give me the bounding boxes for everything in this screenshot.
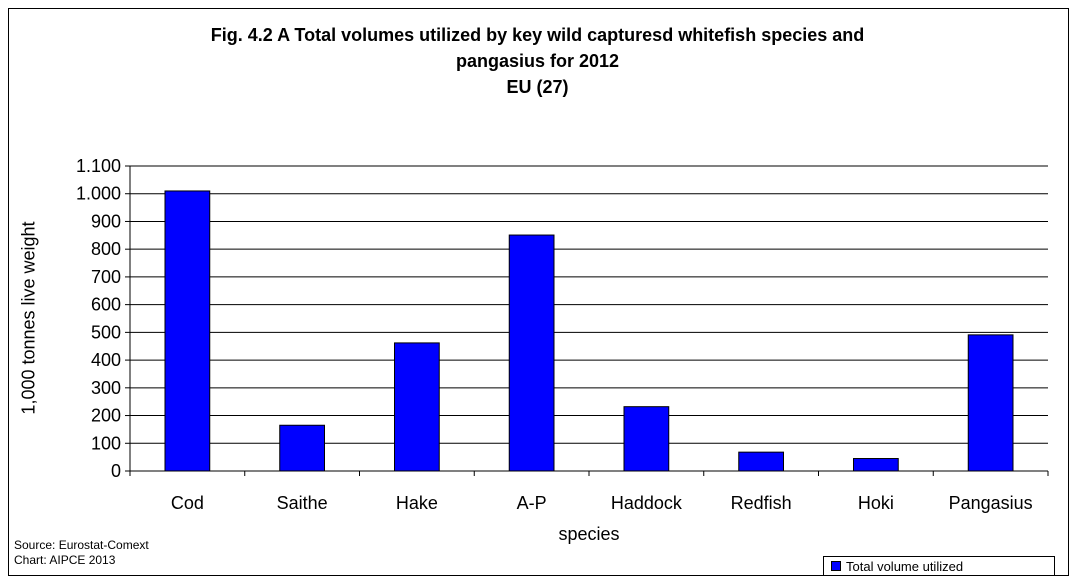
x-tick-label: A-P	[517, 493, 547, 513]
chart-title-line-3: EU (27)	[506, 77, 569, 97]
bar-a-p	[508, 234, 555, 472]
x-tick-label: Saithe	[277, 493, 328, 513]
bar-hoki	[852, 458, 899, 472]
bar-haddock	[623, 406, 670, 472]
y-tick-label: 100	[91, 433, 121, 453]
chart-title-line-1: Fig. 4.2 A Total volumes utilized by key…	[210, 25, 865, 45]
x-tick-label: Hoki	[858, 493, 894, 513]
y-tick-label: 900	[91, 211, 121, 231]
legend-label: Total volume utilized	[846, 558, 964, 574]
bar-redfish	[738, 451, 785, 472]
x-tick-label: Hake	[396, 493, 438, 513]
bar-cod	[164, 190, 211, 472]
x-tick-label: Cod	[171, 493, 204, 513]
y-tick-label: 200	[91, 406, 121, 426]
x-tick-label: Pangasius	[949, 493, 1033, 513]
chart-credit-note: Chart: AIPCE 2013	[14, 553, 116, 567]
x-tick-label: Haddock	[611, 493, 683, 513]
x-tick-label: Redfish	[731, 493, 792, 513]
y-tick-label: 0	[111, 461, 121, 481]
y-tick-label: 800	[91, 239, 121, 259]
y-tick-label: 300	[91, 378, 121, 398]
y-tick-label: 500	[91, 322, 121, 342]
y-tick-label: 700	[91, 267, 121, 287]
source-note: Source: Eurostat-Comext	[14, 538, 149, 552]
y-tick-label: 600	[91, 295, 121, 315]
x-axis-label: species	[558, 524, 620, 544]
bar-hake	[393, 342, 440, 472]
legend: Total volume utilized	[823, 556, 1055, 576]
bar-saithe	[279, 424, 326, 472]
bar-pangasius	[967, 334, 1014, 472]
y-tick-label: 1.000	[76, 184, 121, 204]
legend-swatch	[831, 561, 841, 571]
chart-title-line-2: pangasius for 2012	[455, 51, 620, 71]
y-tick-label: 1.100	[76, 156, 121, 176]
y-tick-label: 400	[91, 350, 121, 370]
